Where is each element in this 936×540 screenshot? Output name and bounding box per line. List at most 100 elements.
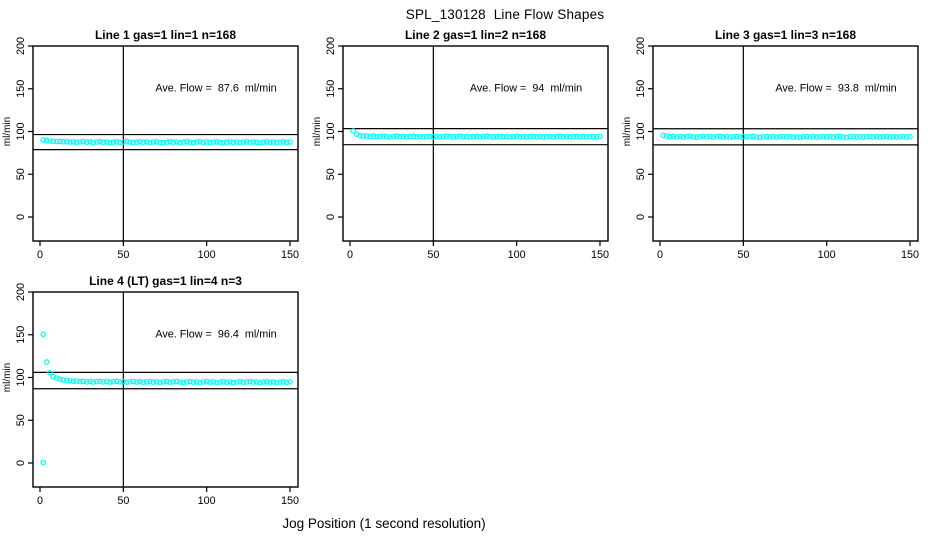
data-point <box>170 378 177 385</box>
data-point <box>70 378 77 385</box>
data-point <box>260 379 267 385</box>
data-point <box>823 134 830 140</box>
data-point <box>583 134 590 140</box>
data-point <box>147 378 153 385</box>
y-tick-label: 0 <box>325 214 337 220</box>
data-point <box>360 133 367 139</box>
data-point <box>197 138 203 145</box>
data-point <box>553 133 560 140</box>
data-point <box>393 133 400 139</box>
y-axis-title: ml/min <box>312 117 323 146</box>
data-point <box>73 378 80 384</box>
data-point <box>47 138 53 144</box>
avg-flow-annotation: Ave. Flow = 96.4 ml/min <box>155 328 276 340</box>
data-point <box>123 138 130 145</box>
data-point <box>60 139 67 145</box>
data-point <box>390 133 397 140</box>
data-point <box>147 139 153 146</box>
data-point <box>363 133 370 139</box>
panel-title: Line 1 gas=1 lin=1 n=168 <box>95 28 236 42</box>
data-point <box>837 133 843 140</box>
data-point <box>63 138 70 145</box>
y-tick-label: 50 <box>635 168 647 180</box>
data-point <box>203 139 210 145</box>
data-point <box>150 139 157 145</box>
data-point <box>277 139 283 145</box>
data-point <box>150 379 157 385</box>
data-point <box>530 133 537 140</box>
data-point <box>443 133 450 139</box>
data-point <box>907 133 913 140</box>
data-point <box>533 134 540 140</box>
data-point <box>807 134 813 140</box>
data-point <box>197 379 203 386</box>
panel-title: Line 3 gas=1 lin=3 n=168 <box>715 28 856 42</box>
data-point <box>230 379 237 386</box>
data-point <box>883 133 890 140</box>
data-point <box>103 378 110 385</box>
data-point <box>773 134 780 141</box>
data-point <box>227 379 233 385</box>
data-point <box>200 379 207 385</box>
data-point <box>520 133 527 140</box>
y-axis-title: ml/min <box>622 117 633 146</box>
data-point <box>167 379 173 386</box>
data-point <box>673 134 680 140</box>
data-point <box>60 377 67 383</box>
plot-border <box>652 45 919 242</box>
data-point <box>570 133 577 140</box>
avg-flow-annotation: Ave. Flow = 94 ml/min <box>470 82 582 94</box>
data-point <box>40 331 47 338</box>
data-point <box>817 134 823 140</box>
data-point <box>97 138 103 145</box>
x-axis-label: Jog Position (1 second resolution) <box>282 516 486 531</box>
data-point <box>747 133 753 140</box>
data-point <box>723 133 730 140</box>
data-point <box>473 133 480 140</box>
data-point <box>273 139 280 146</box>
data-point <box>430 134 437 140</box>
panel-title: Line 4 (LT) gas=1 lin=4 n=3 <box>89 274 242 288</box>
data-point <box>180 379 187 386</box>
data-point <box>460 134 467 140</box>
data-point <box>283 139 290 146</box>
data-point <box>213 139 220 145</box>
data-point <box>493 133 500 140</box>
data-point <box>790 134 797 140</box>
data-point <box>897 134 903 140</box>
x-tick-label: 0 <box>347 249 353 261</box>
y-tick-label: 0 <box>635 214 647 220</box>
data-point <box>890 133 897 140</box>
data-point <box>250 139 257 145</box>
data-point <box>503 133 510 140</box>
data-point <box>873 133 880 140</box>
panel-title: Line 2 gas=1 lin=2 n=168 <box>405 28 546 42</box>
data-point <box>463 133 470 140</box>
data-point <box>227 139 233 145</box>
data-point <box>760 134 767 140</box>
data-point <box>593 134 600 140</box>
data-point <box>100 379 107 385</box>
data-point <box>107 139 113 146</box>
data-point <box>777 134 783 140</box>
data-point <box>177 139 183 146</box>
data-point <box>580 133 587 140</box>
y-axis-title: ml/min <box>2 117 13 146</box>
data-point <box>247 139 253 146</box>
data-point <box>667 133 673 140</box>
main-title: SPL_130128 Line Flow Shapes <box>405 7 605 22</box>
data-point <box>833 133 840 140</box>
data-point <box>193 139 200 145</box>
data-point <box>230 139 237 146</box>
data-point <box>113 139 120 145</box>
data-point <box>903 134 910 140</box>
data-point <box>93 139 100 145</box>
data-point <box>560 134 567 140</box>
data-point <box>763 133 770 140</box>
x-tick-label: 50 <box>117 495 129 507</box>
x-tick-label: 100 <box>198 249 216 261</box>
data-point <box>163 378 170 385</box>
data-point <box>423 133 430 140</box>
data-point <box>417 133 423 140</box>
